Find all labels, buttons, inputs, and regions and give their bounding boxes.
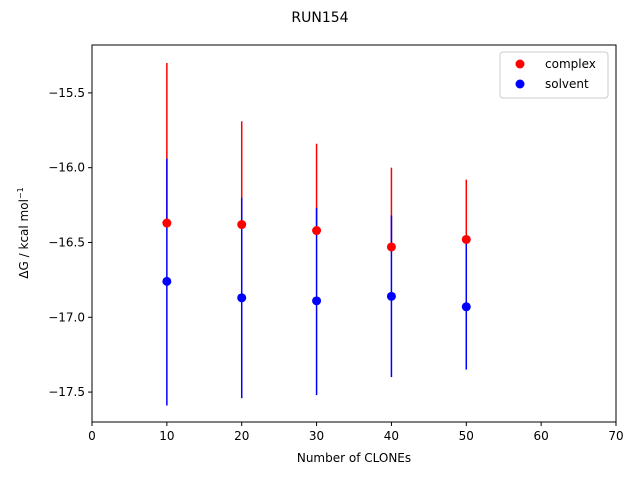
- legend-label-complex: complex: [545, 57, 596, 71]
- x-tick-label: 40: [384, 429, 399, 443]
- point-solvent: [461, 302, 471, 312]
- y-tick-label: −17.5: [48, 385, 85, 399]
- y-tick-label: −16.5: [48, 235, 85, 249]
- x-axis-label: Number of CLONEs: [297, 451, 411, 465]
- legend-marker-solvent: [515, 79, 525, 89]
- x-tick-label: 70: [608, 429, 623, 443]
- y-tick-label: −15.5: [48, 86, 85, 100]
- point-solvent: [237, 293, 247, 303]
- y-axis-label: ΔG / kcal mol−1: [16, 187, 31, 278]
- point-solvent: [312, 296, 322, 306]
- plot-frame: [91, 44, 617, 423]
- legend-marker-complex: [515, 59, 525, 69]
- chart-title: RUN154: [291, 10, 348, 26]
- y-axis-label-superscript: −1: [16, 187, 25, 199]
- data-points: [162, 218, 471, 312]
- x-axis: 0 10 20 30 40 50 60 70: [88, 422, 624, 443]
- point-solvent: [386, 291, 396, 301]
- y-axis-label-main: ΔG / kcal mol: [17, 199, 31, 279]
- point-complex: [461, 234, 471, 244]
- x-tick-label: 20: [234, 429, 249, 443]
- point-complex: [162, 218, 172, 228]
- point-complex: [237, 220, 247, 230]
- x-tick-label: 10: [159, 429, 174, 443]
- point-solvent: [162, 276, 172, 286]
- point-complex: [386, 242, 396, 252]
- legend: complex solvent: [499, 51, 609, 99]
- x-tick-label: 50: [459, 429, 474, 443]
- point-complex: [312, 226, 322, 236]
- legend-box: [499, 51, 609, 99]
- x-tick-label: 60: [534, 429, 549, 443]
- legend-label-solvent: solvent: [545, 77, 589, 91]
- y-tick-label: −16.0: [48, 161, 85, 175]
- y-axis: −17.5 −17.0 −16.5 −16.0 −15.5: [48, 86, 92, 399]
- x-tick-label: 30: [309, 429, 324, 443]
- x-tick-label: 0: [88, 429, 96, 443]
- y-tick-label: −17.0: [48, 310, 85, 324]
